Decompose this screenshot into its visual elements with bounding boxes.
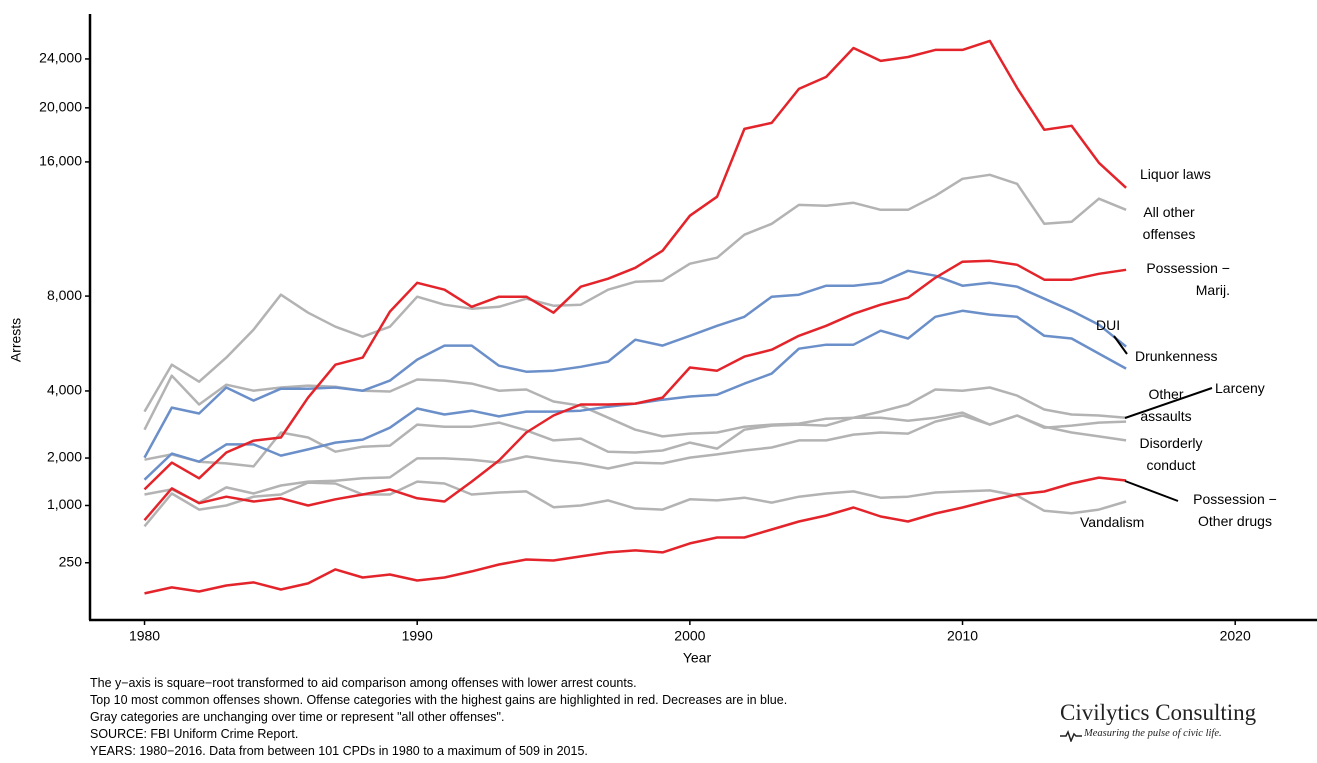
- y-axis-title: Arrests: [8, 318, 24, 362]
- label-connector: [1124, 480, 1179, 502]
- series-line: [143, 259, 1127, 522]
- y-tick-label: 20,000: [39, 99, 82, 115]
- note: Top 10 most common offenses shown. Offen…: [90, 693, 788, 707]
- series-label: Vandalism: [1080, 514, 1145, 530]
- label-connector: [1124, 387, 1213, 419]
- brand-tag-row: Measuring the pulse of civic life.: [1060, 728, 1256, 742]
- series-label: Larceny: [1215, 380, 1265, 396]
- x-tick-label: 2020: [1220, 628, 1251, 644]
- note: The y−axis is square−root transformed to…: [90, 676, 637, 690]
- series-label: Possession − Other drugs: [1193, 491, 1277, 529]
- series-line: [143, 480, 1127, 528]
- x-axis-title: Year: [683, 650, 712, 666]
- y-tick-label: 24,000: [39, 50, 82, 66]
- series-line: [143, 173, 1127, 413]
- note: Gray categories are unchanging over time…: [90, 710, 505, 724]
- brand: Civilytics Consulting Measuring the puls…: [1060, 700, 1257, 742]
- series-line: [143, 39, 1127, 491]
- y-tick-label: 16,000: [39, 153, 82, 169]
- y-tick-label: 8,000: [47, 287, 82, 303]
- x-tick-label: 1980: [129, 628, 160, 644]
- x-tick-label: 2000: [674, 628, 705, 644]
- series-label: Disorderly conduct: [1139, 435, 1203, 473]
- x-tick-label: 1990: [402, 628, 433, 644]
- lines-layer: [143, 39, 1127, 595]
- series-line: [143, 374, 1127, 438]
- series-line: [144, 476, 1127, 595]
- series-label: Other assaults: [1140, 386, 1192, 424]
- pulse-icon: [1060, 730, 1082, 742]
- note: YEARS: 1980−2016. Data from between 101 …: [90, 744, 588, 758]
- series-label: All other offenses: [1142, 204, 1196, 242]
- series-line: [143, 309, 1127, 481]
- note: SOURCE: FBI Uniform Crime Report.: [90, 727, 299, 741]
- y-tick-label: 1,000: [47, 496, 82, 512]
- y-tick-label: 2,000: [47, 449, 82, 465]
- brand-tagline: Measuring the pulse of civic life.: [1084, 728, 1222, 739]
- series-label: Drunkenness: [1135, 348, 1218, 364]
- chart: Arrests Year 250 1,000 2,000 4,000 8,000 16,0…: [8, 14, 1317, 666]
- series-line: [144, 411, 1127, 468]
- y-tick-label: 4,000: [47, 382, 82, 398]
- series-label: DUI: [1096, 317, 1121, 333]
- series-label: Possession − Marij.: [1146, 260, 1230, 298]
- y-tick-label: 250: [59, 553, 83, 569]
- series-label: Liquor laws: [1140, 166, 1211, 182]
- label-connector: [1113, 335, 1128, 355]
- notes: The y−axis is square−root transformed to…: [90, 675, 787, 760]
- x-tick-label: 2010: [947, 628, 978, 644]
- series-line: [143, 269, 1127, 459]
- brand-name: Civilytics Consulting: [1060, 700, 1257, 725]
